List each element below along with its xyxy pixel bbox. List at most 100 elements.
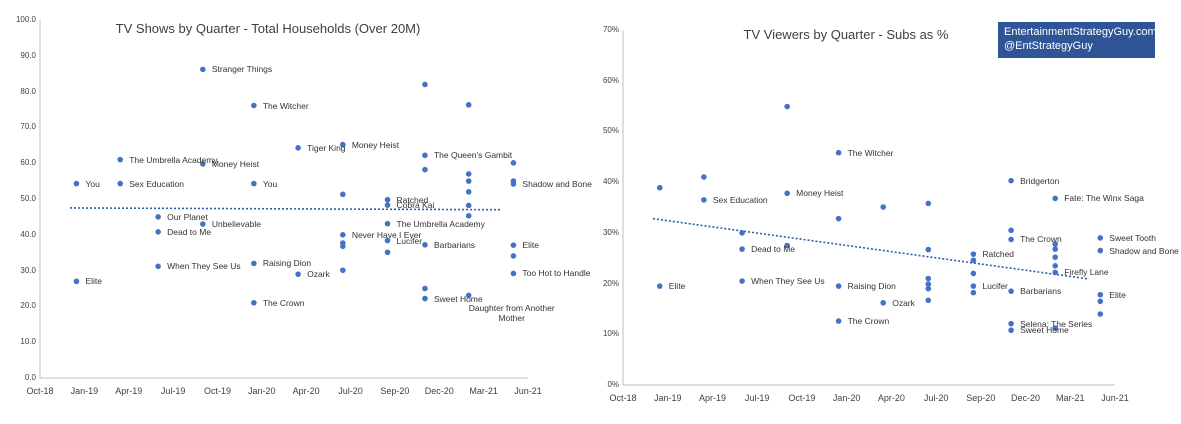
data-point	[465, 102, 472, 108]
data-point	[835, 215, 842, 222]
x-tick-label: Oct-19	[788, 393, 816, 403]
data-label: You	[85, 178, 100, 189]
data-label: Too Hot to Handle	[522, 268, 591, 279]
data-point	[925, 281, 932, 287]
data-point	[1052, 241, 1059, 247]
data-label: Barbarians	[1020, 286, 1062, 297]
y-tick-label: 50.0	[20, 194, 36, 203]
data-label: Firefly Lane	[1064, 267, 1109, 278]
x-tick-label: Sep-20	[966, 393, 996, 403]
data-point	[155, 229, 161, 235]
data-label: Selena: The Series	[1020, 318, 1093, 329]
x-tick-label: Apr-19	[115, 386, 143, 396]
data-point	[835, 283, 842, 289]
data-point	[1008, 236, 1014, 243]
y-tick-label: 30%	[602, 227, 619, 237]
y-tick-label: 40%	[602, 177, 619, 187]
data-label: Bridgerton	[1020, 175, 1060, 186]
y-tick-label: 10%	[602, 329, 619, 339]
data-point	[422, 242, 428, 248]
data-point	[422, 152, 428, 159]
data-point	[925, 275, 932, 282]
chart-subs-pct-plot	[622, 30, 1115, 386]
data-point	[925, 285, 932, 292]
data-point	[1008, 227, 1014, 234]
data-point	[880, 204, 887, 210]
x-tick-label: Jun-21	[1101, 393, 1129, 403]
data-label: Ozark	[892, 297, 915, 308]
data-point	[880, 300, 887, 306]
x-tick-label: Jan-20	[248, 386, 276, 396]
data-label: Sweet Home	[1020, 325, 1069, 336]
data-point	[200, 161, 206, 167]
y-tick-label: 90.0	[20, 50, 36, 60]
data-point	[510, 270, 517, 277]
chart-subs-pct: TV Viewers by Quarter - Subs as % 0% 10% 2…	[570, 0, 1181, 424]
data-label: Raising Dion	[262, 258, 312, 269]
y-tick-label: 60.0	[20, 158, 36, 168]
data-point	[1008, 288, 1014, 294]
data-label: The Umbrella Academy	[396, 218, 485, 229]
x-tick-label: Mar-21	[1056, 393, 1085, 403]
data-label: Lucifer	[396, 235, 423, 246]
data-point	[925, 200, 932, 207]
data-point	[422, 81, 428, 88]
data-point	[970, 257, 977, 264]
data-label: Never Have I Ever	[351, 229, 422, 240]
data-label: Unbelievable	[211, 219, 261, 230]
data-label: Shadow and Bone	[522, 178, 592, 189]
x-tick-label: Apr-20	[292, 386, 320, 396]
data-point	[835, 149, 842, 156]
x-tick-label: Oct-18	[26, 386, 54, 396]
data-point	[1008, 320, 1014, 327]
credit-handle: @EntStrategyGuy	[1004, 40, 1093, 52]
data-label: Daughter from Another Mother	[468, 303, 555, 324]
data-point	[155, 214, 161, 220]
data-point	[384, 237, 391, 244]
y-tick-label: 0.0	[24, 373, 36, 382]
x-tick-label: Jul-20	[338, 386, 363, 396]
data-point	[1097, 311, 1104, 317]
data-label: Stranger Things	[211, 64, 273, 75]
data-point	[422, 166, 428, 173]
data-point	[73, 180, 80, 187]
data-point	[251, 102, 257, 109]
x-tick-label: Jan-19	[653, 393, 682, 403]
x-tick-label: Apr-19	[698, 393, 726, 403]
y-tick-label: 40.0	[20, 229, 36, 239]
data-label: Elite	[1109, 289, 1126, 300]
data-point	[970, 251, 977, 257]
data-label: Money Heist	[796, 188, 844, 199]
data-label: Lucifer	[982, 281, 1008, 292]
data-point	[465, 171, 472, 177]
data-point	[835, 318, 842, 324]
credit-box: EntertainmentStrategyGuy.com @EntStrateg…	[998, 22, 1157, 58]
y-tick-label: 100.0	[15, 15, 36, 24]
data-label: Ratched	[982, 249, 1015, 260]
x-tick-label: Oct-19	[203, 386, 231, 396]
data-point	[701, 197, 707, 203]
data-label: Sex Education	[712, 194, 768, 205]
data-label: The Crown	[1020, 234, 1062, 245]
data-point	[510, 253, 517, 259]
data-point	[1052, 325, 1059, 332]
data-label: Shadow and Bone	[1109, 245, 1179, 256]
data-label: Ratched	[396, 194, 429, 205]
data-label: Elite	[668, 281, 686, 292]
data-label: Cobra Kai	[396, 200, 435, 211]
y-tick-label: 30.0	[20, 265, 36, 275]
data-point	[1097, 298, 1104, 305]
chart-households-plot	[39, 20, 528, 379]
data-point	[200, 66, 206, 73]
y-tick-label: 70.0	[20, 122, 36, 132]
data-point	[1097, 247, 1104, 254]
x-tick-label: Jun-21	[514, 386, 542, 396]
x-tick-label: Jan-19	[70, 386, 99, 396]
data-point	[465, 178, 472, 184]
credit-website: EntertainmentStrategyGuy.com	[1004, 26, 1157, 38]
data-point	[422, 285, 428, 292]
data-label: Barbarians	[433, 239, 476, 250]
data-point	[510, 160, 517, 166]
data-point	[739, 278, 745, 284]
data-point	[784, 242, 790, 249]
